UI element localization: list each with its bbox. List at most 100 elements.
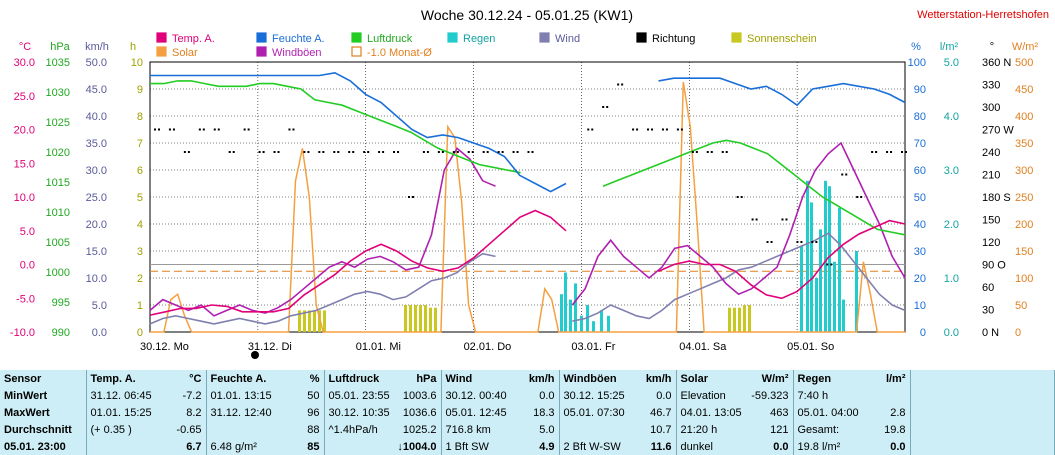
tick-label-pressure_hpa: 990	[52, 327, 70, 339]
direction-point	[378, 151, 381, 153]
rain-bar	[564, 272, 567, 332]
legend-swatch	[256, 32, 267, 43]
tick-label-rain_lm2: 0.0	[944, 327, 959, 339]
day-label: 03.01. Fr	[571, 341, 615, 353]
day-label: 02.01. Do	[464, 341, 512, 353]
direction-point	[213, 128, 216, 131]
direction-point	[796, 241, 799, 243]
direction-point	[632, 128, 635, 131]
direction-point	[397, 151, 400, 153]
rain-bar	[560, 294, 563, 332]
direction-point	[710, 151, 713, 153]
stats-cell-info: 6.48 g/m²	[210, 440, 257, 453]
stats-cell-value: 1025.2	[402, 423, 437, 436]
tick-label-direction_deg: 60	[982, 282, 994, 294]
sunshine-bar	[409, 305, 412, 332]
tick-label-solar_wm2: 50	[1015, 300, 1027, 312]
stats-row-label: MinWert	[0, 387, 87, 404]
stats-header-humidity-unit: %	[309, 372, 320, 385]
tick-label-temp_c: -5.0	[16, 293, 35, 305]
stats-cell-info: 2 Bft W-SW	[563, 440, 621, 453]
stats-cell-value: 10.7	[650, 423, 672, 436]
stats-cell-value: 1003.6	[402, 389, 437, 402]
direction-point	[826, 263, 829, 266]
legend-label: Richtung	[652, 33, 695, 45]
direction-point	[363, 151, 366, 153]
direction-point	[243, 128, 246, 131]
stats-spacer	[910, 387, 1055, 404]
tick-label-solar_wm2: 500	[1015, 57, 1033, 69]
tick-label-pressure_hpa: 1000	[46, 267, 70, 279]
stats-spacer	[910, 438, 1055, 455]
stats-cell-value: 4.9	[539, 440, 555, 453]
sunshine-bar	[748, 305, 751, 332]
axis-unit-wind_kmh: km/h	[85, 41, 109, 53]
stats-cell-info: 01.01. 15:25	[90, 406, 152, 419]
series-line-windb-en	[149, 141, 906, 317]
rain-bar	[855, 251, 858, 332]
tick-label-sunshine_h: 2	[137, 273, 143, 285]
direction-point	[516, 151, 519, 153]
sunshine-bar	[738, 307, 741, 332]
tick-label-direction_deg: 330	[982, 80, 1000, 92]
rain-bar	[580, 315, 583, 332]
rain-bar	[824, 180, 827, 332]
sunshine-bar	[303, 310, 306, 332]
series-line-feuchte-a-	[150, 71, 906, 193]
tick-label-humidity_pct: 100	[908, 57, 926, 69]
axis-unit-pressure_hpa: hPa	[50, 41, 70, 53]
direction-point	[691, 151, 694, 153]
series-line-temp-a-	[149, 209, 906, 316]
stats-header-wind-unit: km/h	[528, 372, 555, 385]
tick-label-rain_lm2: 4.0	[944, 111, 959, 123]
sunshine-bar	[404, 305, 407, 332]
stats-cell-value: 0.0	[890, 440, 906, 453]
stats-cell-value: -7.2	[182, 389, 202, 402]
tick-label-pressure_hpa: 995	[52, 297, 70, 309]
tick-label-direction_deg: 90 O	[982, 260, 1006, 272]
rain-bar	[592, 321, 595, 332]
chart-title: Woche 30.12.24 - 05.01.25 (KW1)	[421, 7, 633, 23]
weather-chart: Woche 30.12.24 - 05.01.25 (KW1) Wetterst…	[10, 7, 1049, 359]
stats-header-rain-unit: l/m²	[885, 372, 906, 385]
direction-point	[740, 196, 743, 198]
tick-label-humidity_pct: 60	[914, 165, 926, 177]
tick-label-humidity_pct: 10	[914, 300, 926, 312]
direction-point	[382, 151, 385, 153]
tick-label-humidity_pct: 20	[914, 273, 926, 285]
tick-label-wind_kmh: 30.0	[86, 165, 107, 177]
tick-label-direction_deg: 240	[982, 147, 1000, 159]
direction-point	[830, 263, 833, 266]
stats-header-rain: Regen	[797, 372, 832, 385]
sunshine-bar	[323, 310, 326, 332]
grid	[149, 61, 906, 333]
stats-cell-value: 88	[307, 423, 320, 436]
stats-cell-info: 21:20 h	[680, 423, 718, 436]
axis-unit-humidity_pct: %	[911, 41, 921, 53]
direction-point	[860, 196, 863, 198]
rain-bar	[586, 305, 589, 332]
legend-label: -1.0 Monat-Ø	[367, 47, 432, 59]
stats-cell-value: 6.7	[186, 440, 202, 453]
legend-label: Solar	[172, 47, 198, 59]
direction-point	[905, 151, 907, 153]
stats-row-current: 05.01. 23:00 6.7 6.48 g/m² 85 ↓1004.0 1 B…	[0, 438, 1055, 455]
direction-point	[841, 173, 844, 176]
stats-header-gusts: Windböen	[563, 372, 617, 385]
direction-point	[158, 128, 160, 131]
stats-cell-value: 0.0	[773, 440, 789, 453]
direction-point	[273, 151, 276, 153]
tick-label-sunshine_h: 7	[137, 138, 143, 150]
tick-label-wind_kmh: 15.0	[86, 246, 107, 258]
tick-label-wind_kmh: 10.0	[86, 273, 107, 285]
rain-bar	[569, 299, 572, 332]
stats-spacer	[910, 370, 1055, 387]
rain-bar	[806, 180, 809, 332]
stats-header-gusts-unit: km/h	[645, 372, 672, 385]
stats-cell-info: Gesamt:	[797, 423, 840, 436]
direction-point	[471, 151, 474, 153]
direction-point	[367, 151, 370, 153]
direction-point	[890, 151, 893, 153]
sunshine-bar	[318, 310, 321, 332]
tick-label-humidity_pct: 90	[914, 84, 926, 96]
